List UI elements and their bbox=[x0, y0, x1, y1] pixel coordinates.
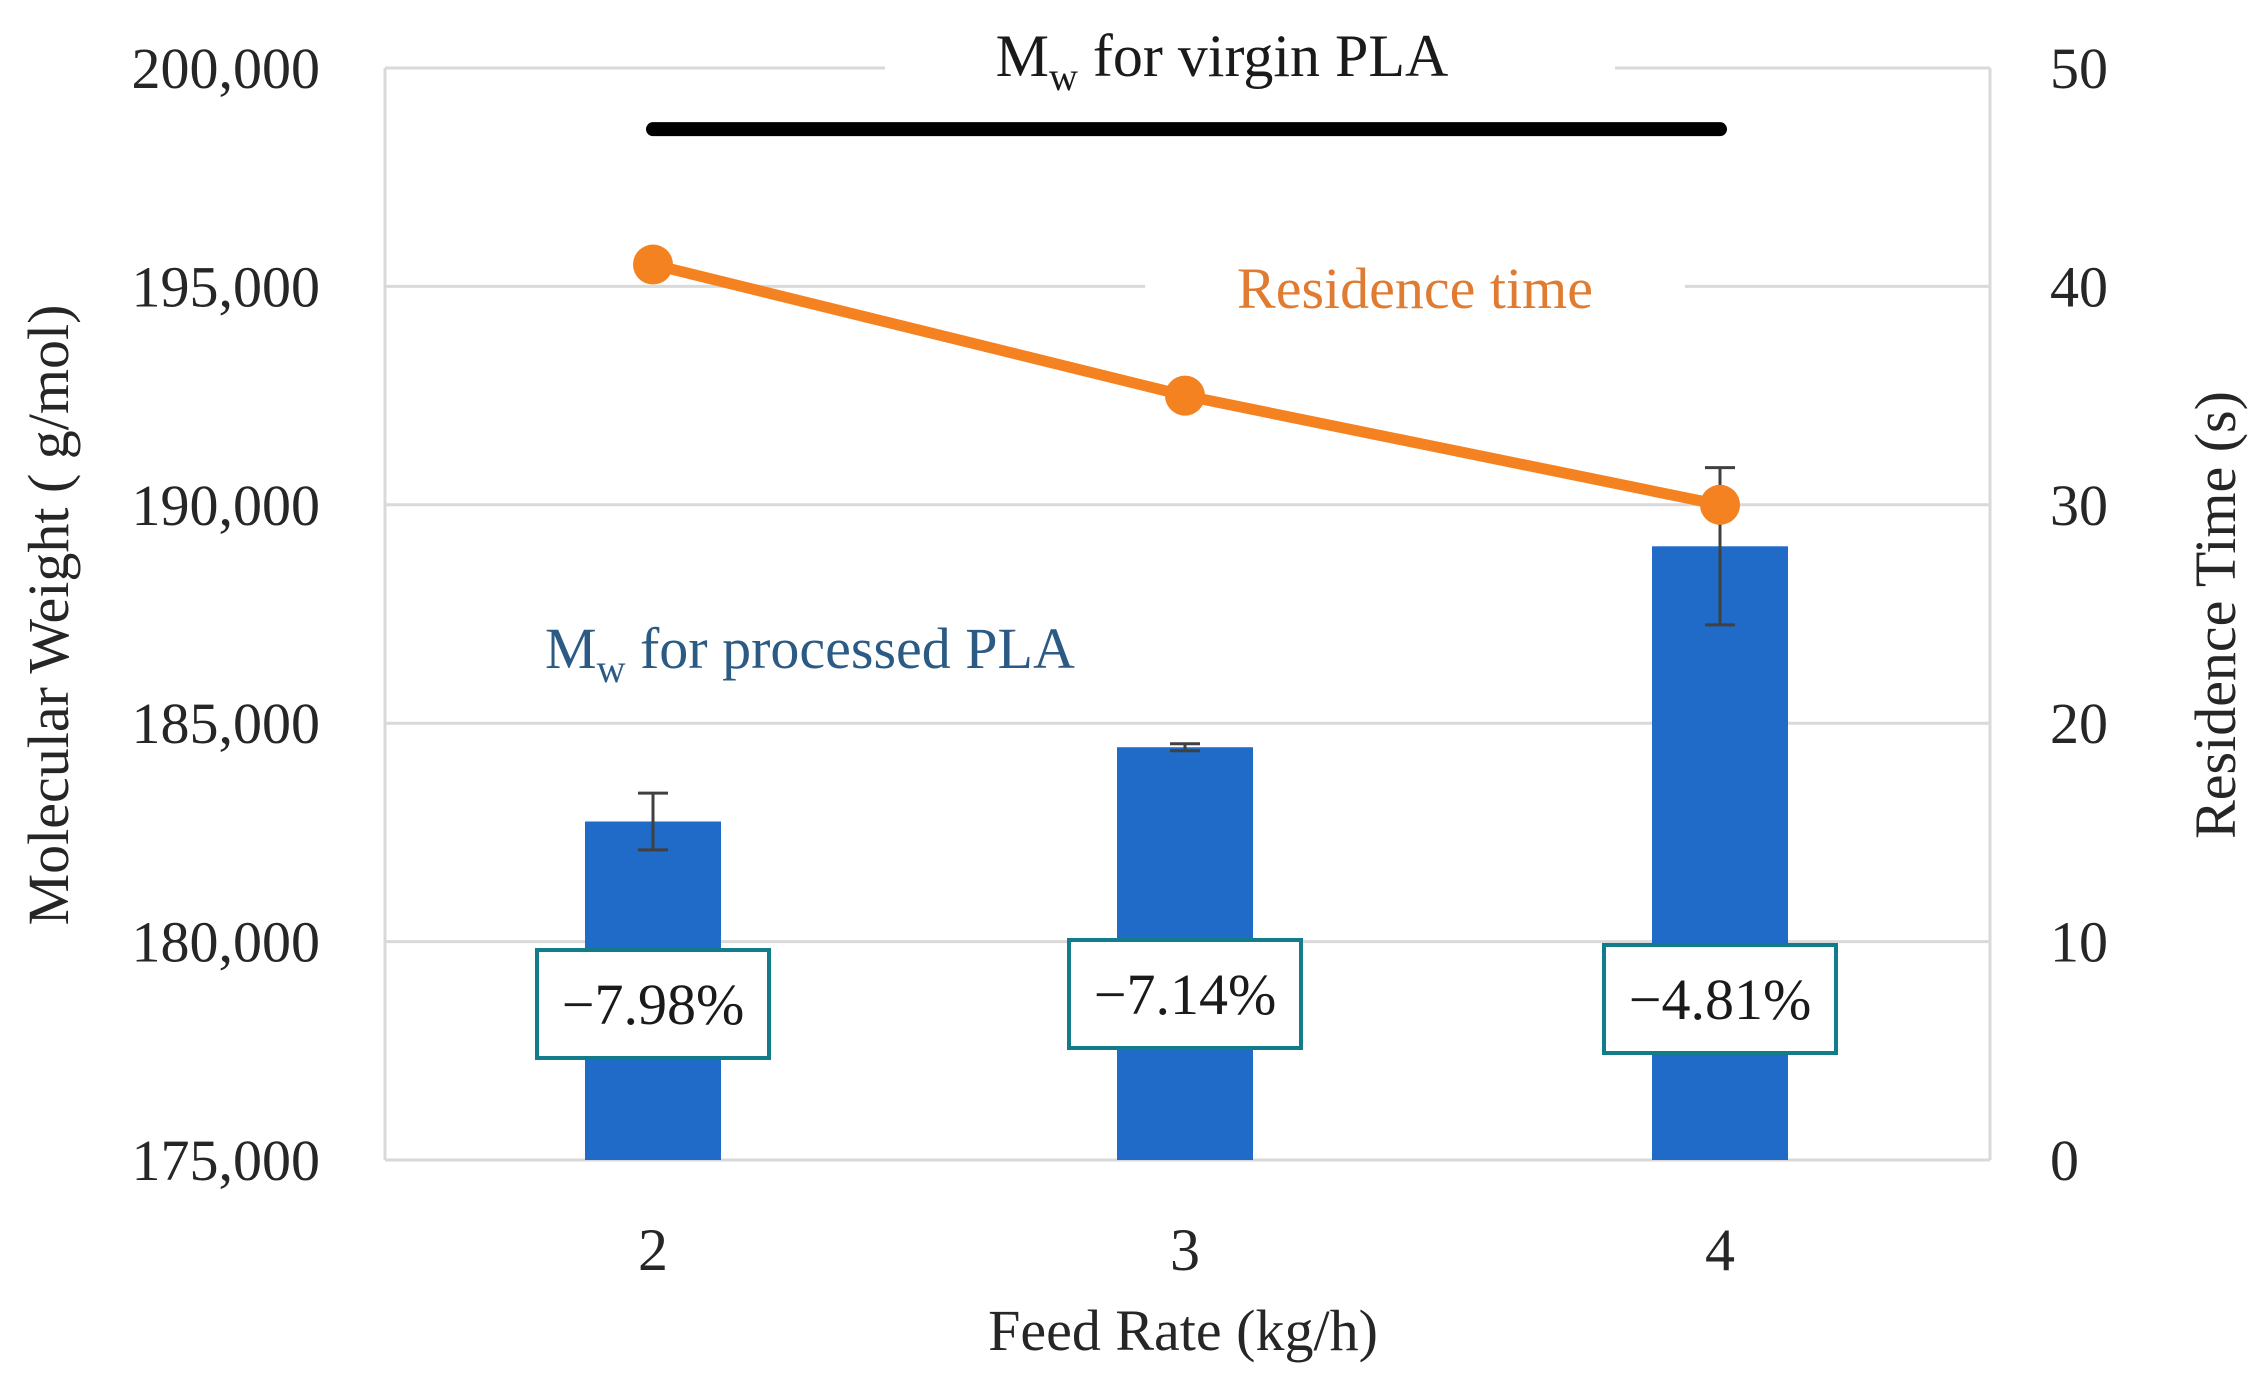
y2-tick-label: 10 bbox=[2050, 910, 2108, 975]
left-axis-ticks: 175,000 180,000 185,000 190,000 195,000 200,0… bbox=[132, 36, 321, 1193]
residence-point bbox=[1165, 375, 1205, 416]
x-tick-label: 2 bbox=[638, 1217, 668, 1283]
processed-label-sub: w bbox=[597, 646, 626, 691]
y2-tick-label: 20 bbox=[2050, 691, 2108, 756]
residence-point bbox=[1700, 484, 1740, 525]
residence-time-label: Residence time bbox=[1237, 256, 1593, 321]
x-tick-label: 4 bbox=[1705, 1217, 1735, 1283]
y2-tick-label: 50 bbox=[2050, 36, 2108, 101]
y-tick-label: 195,000 bbox=[132, 254, 321, 319]
x-tick-label: 3 bbox=[1170, 1217, 1200, 1283]
percent-change-label: −7.98% bbox=[562, 972, 745, 1037]
processed-pla-label: Mw for processed PLA bbox=[545, 616, 1075, 691]
percent-box-frame bbox=[1602, 943, 1838, 1055]
y2-tick-label: 0 bbox=[2050, 1128, 2079, 1193]
percent-change-box: −4.81% bbox=[1602, 943, 1838, 1055]
percent-change-label: −7.14% bbox=[1094, 962, 1277, 1027]
percent-change-label: −4.81% bbox=[1629, 967, 1812, 1032]
y-tick-label: 185,000 bbox=[132, 691, 321, 756]
y-axis-title: Molecular Weight ( g/mol) bbox=[16, 305, 81, 926]
residence-time-line bbox=[633, 244, 1740, 525]
error-bar bbox=[1170, 742, 1200, 753]
error-bar bbox=[638, 791, 668, 852]
residence-point bbox=[633, 244, 673, 285]
x-axis-ticks: 2 3 4 bbox=[638, 1217, 1735, 1283]
y-tick-label: 190,000 bbox=[132, 473, 321, 538]
percent-box-frame bbox=[535, 948, 771, 1060]
y-tick-label: 200,000 bbox=[132, 36, 321, 101]
percent-change-box: −7.98% bbox=[535, 948, 771, 1060]
y2-tick-label: 40 bbox=[2050, 254, 2108, 319]
bar bbox=[1652, 546, 1788, 1160]
virgin-label-sub: w bbox=[1049, 54, 1078, 99]
x-axis-title: Feed Rate (kg/h) bbox=[988, 1298, 1378, 1363]
virgin-label-background bbox=[885, 20, 1615, 110]
y2-tick-label: 30 bbox=[2050, 473, 2108, 538]
y-tick-label: 180,000 bbox=[132, 910, 321, 975]
virgin-pla-label: Mw for virgin PLA bbox=[996, 23, 1449, 99]
percent-box-frame bbox=[1067, 938, 1303, 1050]
percent-change-box: −7.14% bbox=[1067, 938, 1303, 1050]
residence-label-background bbox=[1145, 250, 1685, 330]
right-axis-ticks: 0 10 20 30 40 50 bbox=[2050, 36, 2108, 1193]
y-tick-label: 175,000 bbox=[132, 1128, 321, 1193]
y2-axis-title: Residence Time (s) bbox=[2183, 391, 2248, 839]
percent-change-boxes: −7.98% −7.14% −4.81% bbox=[535, 938, 1838, 1060]
